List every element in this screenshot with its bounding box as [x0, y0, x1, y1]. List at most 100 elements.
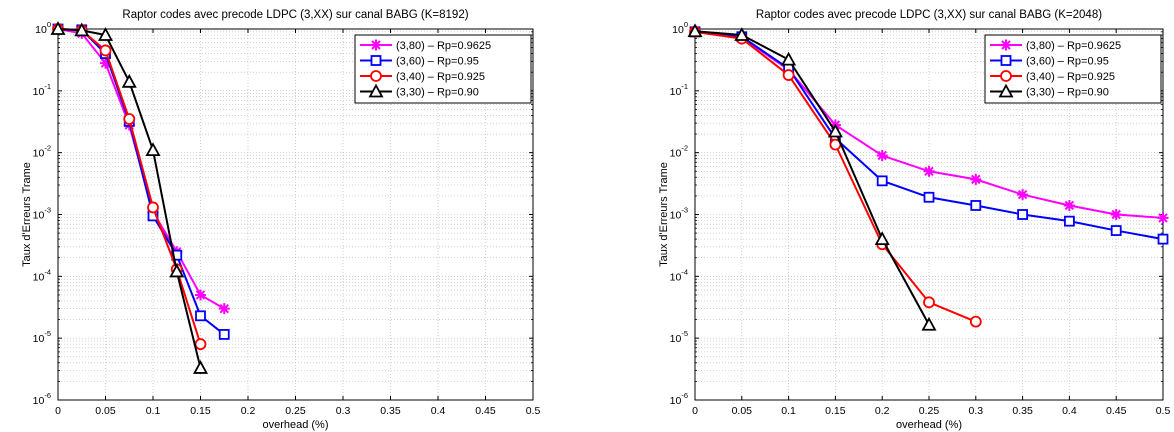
legend-item: (3,60) – Rp=0.95: [990, 55, 1109, 68]
legend-label: (3,60) – Rp=0.95: [1026, 56, 1109, 68]
x-tick-label: 0: [55, 405, 61, 417]
marker-circle: [147, 201, 159, 214]
y-tick-label: 10-5: [670, 329, 688, 345]
marker-square: [923, 191, 935, 203]
marker-square: [1157, 233, 1169, 245]
legend-item: (3,40) – Rp=0.925: [990, 70, 1115, 83]
marker-star: [923, 165, 935, 177]
y-tick-label: 10-4: [670, 267, 688, 283]
y-tick-label: 10-5: [33, 329, 51, 345]
marker-triangle: [781, 51, 797, 66]
marker-circle: [370, 70, 382, 82]
marker-square: [195, 310, 206, 322]
x-tick-label: 0.5: [526, 405, 541, 417]
marker-square: [876, 175, 888, 187]
marker-star: [1157, 212, 1169, 224]
series-4: [687, 23, 937, 331]
marker-square: [1000, 55, 1012, 66]
marker-star: [970, 173, 982, 185]
x-tick-label: 0.1: [146, 405, 161, 417]
legend-label: (3,80) – Rp=0.9625: [1026, 40, 1121, 52]
marker-triangle: [827, 123, 843, 138]
marker-star: [876, 149, 888, 161]
marker-star: [1110, 209, 1122, 220]
y-axis-label: Taux d'Erreurs Trame: [21, 162, 33, 267]
x-tick-label: 0.25: [919, 405, 940, 417]
marker-square: [1017, 209, 1028, 220]
marker-circle: [782, 69, 795, 81]
grid: [695, 29, 1163, 400]
marker-square: [1064, 215, 1075, 227]
marker-circle: [99, 44, 112, 57]
marker-triangle: [734, 27, 750, 41]
y-tick-label: 100: [672, 20, 688, 36]
x-tick-label: 0.5: [1156, 405, 1171, 417]
y-tick-label: 10-3: [670, 206, 688, 222]
legend-label: (3,30) – Rp=0.90: [396, 87, 479, 99]
y-tick-label: 10-1: [670, 82, 688, 98]
marker-square: [218, 329, 230, 340]
y-tick-label: 10-6: [33, 391, 51, 407]
legend: (3,80) – Rp=0.9625 (3,60) – Rp=0.95 (3,40)…: [354, 34, 532, 104]
series-4: [50, 21, 209, 374]
y-axis-label: Taux d'Erreurs Trame: [658, 162, 670, 267]
marker-triangle: [192, 360, 209, 374]
marker-star: [100, 57, 111, 69]
y-tick-label: 10-4: [33, 267, 51, 283]
x-tick-label: 0.3: [336, 405, 351, 417]
marker-triangle: [50, 21, 66, 35]
x-tick-label: 0.45: [475, 405, 496, 417]
marker-square: [370, 55, 382, 66]
x-tick-label: 0.2: [241, 405, 256, 417]
x-tick-label: 0.45: [1106, 405, 1127, 417]
legend: (3,80) – Rp=0.9625 (3,60) – Rp=0.95 (3,40)…: [984, 34, 1162, 104]
marker-triangle: [998, 83, 1014, 98]
marker-square: [1110, 225, 1122, 236]
legend-label: (3,40) – Rp=0.925: [1026, 71, 1115, 83]
marker-star: [370, 39, 382, 51]
marker-circle: [123, 113, 136, 125]
marker-circle: [1000, 70, 1012, 82]
y-tick-label: 10-2: [670, 144, 688, 160]
marker-triangle: [687, 23, 703, 38]
marker-star: [1063, 199, 1075, 211]
y-tick-label: 10-3: [33, 206, 51, 222]
x-tick-label: 0.35: [380, 405, 401, 417]
marker-triangle: [921, 316, 937, 331]
y-tick-label: 10-1: [33, 82, 51, 98]
marker-triangle: [97, 27, 114, 41]
legend-label: (3,80) – Rp=0.9625: [396, 40, 491, 52]
y-tick-label: 10-2: [33, 144, 51, 160]
legend-label: (3,40) – Rp=0.925: [396, 71, 485, 83]
x-tick-label: 0.15: [825, 405, 846, 417]
marker-star: [195, 289, 206, 301]
y-tick-label: 10-6: [670, 391, 688, 407]
y-tick-label: 100: [35, 20, 51, 36]
x-axis-label: overhead (%): [262, 419, 328, 431]
marker-triangle: [368, 83, 384, 98]
marker-triangle: [145, 142, 161, 157]
legend-item: (3,80) – Rp=0.9625: [360, 39, 491, 52]
marker-star: [1000, 39, 1012, 51]
x-tick-label: 0.25: [285, 405, 306, 417]
chart-2: 0 0.05 0.1 0.15 0.2 0.25 0.3 0.35 0.4 0.45 0.5 10-6…: [658, 9, 1170, 431]
x-tick-label: 0.1: [781, 405, 796, 417]
marker-star: [1017, 189, 1029, 201]
marker-triangle: [874, 231, 890, 246]
chart-title: Raptor codes avec precode LDPC (3,XX) su…: [122, 9, 468, 21]
x-tick-label: 0.05: [95, 405, 116, 417]
x-tick-label: 0.4: [1062, 405, 1077, 417]
x-axis-label: overhead (%): [896, 419, 962, 431]
x-tick-label: 0.15: [190, 405, 211, 417]
x-tick-label: 0.4: [431, 405, 446, 417]
x-tick-label: 0.3: [968, 405, 983, 417]
marker-triangle: [121, 73, 137, 88]
marker-circle: [923, 296, 935, 309]
chart-1: 0 0.05 0.1 0.15 0.2 0.25 0.3 0.35 0.4 0.45 0.5 10-6…: [21, 9, 540, 431]
marker-star: [218, 303, 230, 315]
chart-title: Raptor codes avec precode LDPC (3,XX) su…: [756, 9, 1102, 21]
x-tick-label: 0.35: [1012, 405, 1033, 417]
x-tick-label: 0.2: [875, 405, 890, 417]
grid: [58, 29, 533, 400]
